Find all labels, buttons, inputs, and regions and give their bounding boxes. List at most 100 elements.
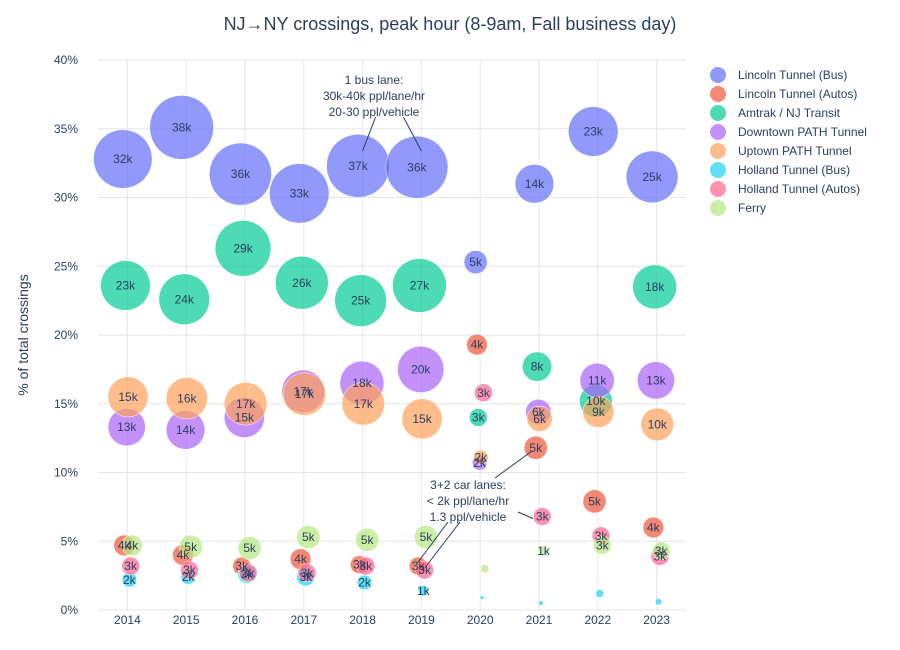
bubble-value-label: 14k bbox=[525, 177, 545, 191]
bubble-value-label: 5k bbox=[302, 530, 316, 544]
bubble-marker bbox=[275, 256, 329, 310]
bubble-value-label: 2k bbox=[475, 450, 489, 464]
bubble-value-label: 2k bbox=[358, 576, 372, 590]
legend-label: Ferry bbox=[738, 201, 766, 215]
bubble-value-label: 17k bbox=[354, 397, 374, 411]
bubble-value-label: 3k bbox=[477, 386, 491, 400]
bubble-value-label: 3k bbox=[235, 559, 249, 573]
chart-title: NJ→NY crossings, peak hour (8-9am, Fall … bbox=[224, 14, 677, 34]
bubble-value-label: 3k bbox=[412, 559, 426, 573]
bubble-value-label: 2k bbox=[182, 570, 196, 584]
bubble-marker bbox=[538, 545, 549, 557]
bubble-marker bbox=[392, 258, 447, 313]
y-axis-ticks: 0% 5% 10% 15% 20% 25% 30% 35% 40% bbox=[54, 53, 78, 617]
bubble-marker bbox=[93, 129, 153, 189]
bubble-value-label: 3k bbox=[241, 567, 255, 581]
bubble-marker bbox=[356, 556, 376, 576]
bubble-marker bbox=[473, 449, 489, 465]
annotation-text-line: 1.3 ppl/vehicle bbox=[430, 510, 507, 524]
annotation-arrow bbox=[402, 116, 422, 152]
bubble-marker bbox=[223, 382, 268, 426]
bubble-value-label: 23k bbox=[584, 125, 604, 139]
bubble-value-label: 14k bbox=[176, 423, 196, 437]
bubble-value-label: 3k bbox=[124, 559, 138, 573]
y-tick-label: 40% bbox=[54, 53, 78, 67]
bubble-marker bbox=[640, 407, 674, 442]
bubble-value-label: 3k bbox=[299, 570, 313, 584]
bubble-value-label: 26k bbox=[292, 276, 312, 290]
bubble-marker bbox=[297, 563, 317, 583]
bubble-value-label: 29k bbox=[233, 241, 253, 255]
bubble-marker bbox=[269, 163, 330, 224]
bubble-marker bbox=[178, 534, 203, 559]
bubble-value-label: 23k bbox=[116, 279, 136, 293]
x-tick-label: 2021 bbox=[526, 613, 553, 627]
bubble-value-label: 36k bbox=[231, 167, 251, 181]
bubble-value-label: 3k bbox=[183, 563, 197, 577]
legend-item[interactable]: Holland Tunnel (Autos) bbox=[710, 181, 860, 197]
legend[interactable]: Lincoln Tunnel (Bus) Lincoln Tunnel (Auto… bbox=[710, 67, 867, 216]
bubble-value-label: 18k bbox=[645, 280, 665, 294]
bubble-marker bbox=[463, 250, 488, 274]
bubble-value-label: 5k bbox=[529, 441, 543, 455]
annotation-arrow bbox=[517, 511, 534, 519]
x-tick-label: 2018 bbox=[349, 613, 376, 627]
legend-swatch bbox=[710, 143, 726, 159]
annotation-arrow bbox=[425, 521, 461, 568]
bubble-markers bbox=[93, 95, 679, 606]
bubble-value-label: 37k bbox=[348, 159, 368, 173]
annotations: 1 bus lane: 30k-40k ppl/lane/hr 20-30 ppl/… bbox=[323, 73, 534, 568]
bubble-value-label: 18k bbox=[352, 376, 372, 390]
bubble-marker bbox=[209, 142, 272, 206]
bubble-value-label: 3k bbox=[596, 538, 610, 552]
bubble-marker bbox=[533, 507, 552, 526]
bubble-value-label: 3k bbox=[536, 510, 550, 524]
x-tick-label: 2022 bbox=[584, 613, 611, 627]
legend-item[interactable]: Holland Tunnel (Bus) bbox=[710, 162, 850, 178]
legend-label: Downtown PATH Tunnel bbox=[738, 125, 867, 139]
bubble-marker bbox=[474, 383, 493, 402]
bubble-marker bbox=[107, 376, 149, 418]
legend-item[interactable]: Amtrak / NJ Transit bbox=[710, 105, 841, 121]
annotation-text-line: 30k-40k ppl/lane/hr bbox=[323, 89, 425, 103]
bubble-marker bbox=[165, 377, 208, 420]
bubble-value-label: 15k bbox=[412, 412, 432, 426]
x-axis-ticks: 2014 2015 2016 2017 2018 2019 2020 2021 2022 2023 bbox=[114, 613, 670, 627]
bubble-value-label: 5k bbox=[588, 494, 602, 508]
legend-item[interactable]: Lincoln Tunnel (Autos) bbox=[710, 86, 857, 102]
bubble-value-label: 3k bbox=[360, 559, 374, 573]
bubble-marker bbox=[568, 106, 619, 157]
bubble-marker bbox=[526, 405, 553, 432]
legend-item[interactable]: Lincoln Tunnel (Bus) bbox=[710, 67, 847, 83]
x-tick-label: 2016 bbox=[232, 613, 259, 627]
bubble-marker bbox=[593, 536, 612, 555]
legend-label: Holland Tunnel (Autos) bbox=[738, 182, 860, 196]
bubble-marker bbox=[582, 396, 615, 428]
bubble-marker bbox=[514, 164, 555, 204]
y-tick-label: 0% bbox=[61, 603, 79, 617]
bubble-value-label: 3k bbox=[595, 529, 609, 543]
y-tick-label: 20% bbox=[54, 328, 78, 342]
bubble-value-label: 2k bbox=[473, 456, 487, 470]
bubble-value-label: 24k bbox=[175, 292, 195, 306]
bubble-value-label: 3k bbox=[242, 566, 256, 580]
legend-item[interactable]: Uptown PATH Tunnel bbox=[710, 143, 852, 159]
bubble-value-label: 5k bbox=[469, 255, 483, 269]
annotation-text-line: 20-30 ppl/vehicle bbox=[329, 105, 420, 119]
legend-swatch bbox=[710, 200, 726, 216]
bubble-marker bbox=[625, 150, 679, 204]
bubble-marker bbox=[415, 560, 434, 580]
legend-item[interactable]: Ferry bbox=[710, 200, 766, 216]
bubble-marker bbox=[100, 260, 151, 311]
bubble-marker bbox=[479, 595, 485, 600]
bubble-value-label: 27k bbox=[410, 279, 430, 293]
bubble-value-label: 36k bbox=[407, 160, 427, 174]
legend-item[interactable]: Downtown PATH Tunnel bbox=[710, 124, 867, 140]
bubble-value-label: 3k bbox=[353, 558, 367, 572]
bubble-marker bbox=[522, 351, 552, 382]
bubble-value-label: 4k bbox=[647, 521, 661, 535]
bubble-value-label: 3k bbox=[301, 566, 315, 580]
annotation-arrow bbox=[416, 521, 449, 564]
bubble-value-label: 33k bbox=[290, 186, 310, 200]
